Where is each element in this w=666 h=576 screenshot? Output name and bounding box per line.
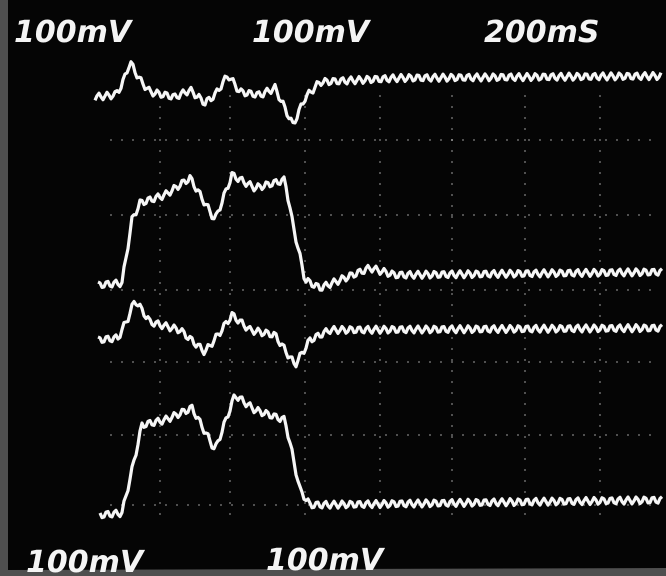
timebase-label: 200mS: [484, 15, 600, 50]
channel-scale-label: 100mV: [26, 545, 146, 576]
channel-scale-label: 100mV: [252, 15, 372, 50]
oscilloscope-screen: 100mV 100mV 200mS 100mV 100mV: [0, 0, 666, 576]
channel-scale-label: 100mV: [266, 543, 386, 576]
page: 100mV 100mV 200mS 100mV 100mV (() => { c…: [0, 0, 666, 576]
channel-scale-label: 100mV: [14, 15, 134, 50]
screen-background: [0, 0, 666, 576]
